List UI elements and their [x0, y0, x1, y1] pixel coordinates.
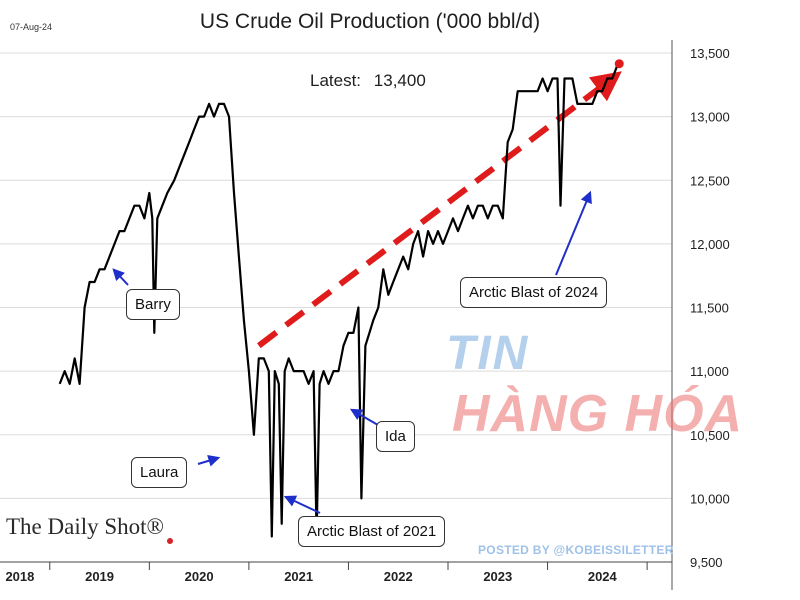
y-tick-label: 13,000: [690, 110, 730, 125]
annotation-arctic-blast-2024: Arctic Blast of 2024: [460, 277, 608, 308]
date-stamp: 07-Aug-24: [10, 22, 53, 32]
latest-value-label: Latest: 13,400: [310, 71, 426, 91]
brand-logo: The Daily Shot®: [6, 514, 165, 539]
y-tick-label: 13,500: [690, 46, 730, 61]
latest-label: Latest:: [310, 71, 362, 90]
annotation-barry: Barry: [126, 289, 180, 320]
x-tick-label-2021: 2021: [284, 569, 313, 584]
annotation-laura: Laura: [131, 457, 188, 488]
y-tick-label: 9,500: [690, 555, 723, 570]
y-tick-label: 12,500: [690, 173, 730, 188]
latest-value: 13,400: [373, 71, 426, 90]
annotation-arctic-blast-2021: Arctic Blast of 2021: [298, 516, 446, 547]
x-tick-label-2023: 2023: [483, 569, 512, 584]
y-tick-label: 12,000: [690, 237, 730, 252]
y-tick-label: 11,500: [690, 301, 729, 316]
annotation-pointer-arctic-blast-of-2021: [283, 495, 321, 514]
annotation-pointer-arctic-blast-of-2024: [555, 190, 592, 276]
x-tick-label-2019: 2019: [85, 569, 114, 584]
annotation-pointer-laura: [197, 455, 221, 467]
x-tick-label-2020: 2020: [185, 569, 214, 584]
annotation-pointer-ida: [349, 408, 379, 426]
x-tick-label-2022: 2022: [384, 569, 413, 584]
y-tick-label: 10,000: [690, 491, 730, 506]
x-tick-label-2018: 2018: [5, 569, 34, 584]
posted-by-watermark: POSTED BY @KOBEISSILETTER: [478, 543, 674, 557]
chart-title: US Crude Oil Production ('000 bbl/d): [199, 10, 541, 33]
annotation-pointer-barry: [112, 268, 129, 286]
y-tick-label: 11,000: [690, 364, 729, 379]
latest-point-marker: [614, 59, 624, 69]
annotation-ida: Ida: [376, 421, 415, 452]
trend-arrow: [257, 71, 622, 349]
brand-logo-dot: [167, 538, 173, 544]
x-tick-label-2024: 2024: [588, 569, 618, 584]
y-tick-label: 10,500: [690, 428, 730, 443]
